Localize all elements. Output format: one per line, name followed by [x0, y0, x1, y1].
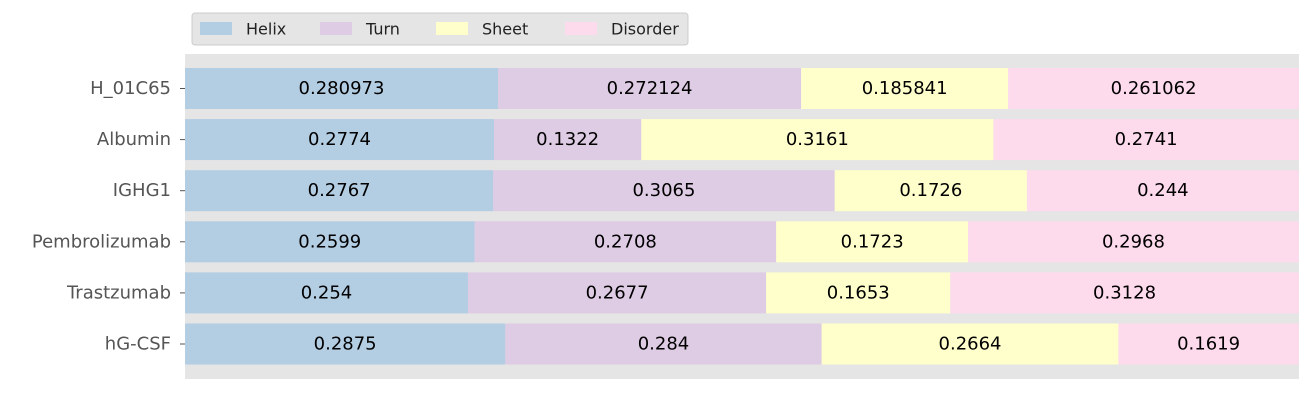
y-tick-label-3: Pembrolizumab: [32, 231, 171, 252]
bar-label-disorder-2: 0.244: [1137, 180, 1189, 201]
legend-label-disorder: Disorder: [611, 20, 679, 39]
bar-segment-turn-4: [467, 272, 767, 314]
bar-label-sheet-5: 0.2664: [939, 334, 1002, 355]
bar-label-sheet-0: 0.185841: [862, 78, 948, 99]
legend-label-helix: Helix: [246, 20, 286, 39]
bar-segment-helix-1: [185, 119, 495, 161]
bar-label-sheet-4: 0.1653: [827, 282, 890, 303]
y-tick-label-0: H_01C65: [90, 78, 171, 99]
bar-label-disorder-1: 0.2741: [1115, 129, 1178, 150]
bar-label-sheet-2: 0.1726: [899, 180, 962, 201]
bar-segment-sheet-0: [801, 68, 1009, 109]
bar-label-sheet-3: 0.1723: [841, 231, 904, 252]
legend-swatch-turn: [320, 22, 352, 35]
bar-label-helix-4: 0.254: [301, 282, 353, 303]
bar-segment-sheet-1: [641, 119, 994, 161]
bar-segment-turn-5: [505, 323, 822, 365]
legend-swatch-helix: [200, 22, 232, 35]
legend-swatch-disorder: [565, 22, 597, 35]
y-tick-label-4: Trastzumab: [66, 282, 171, 303]
bar-label-sheet-1: 0.3161: [786, 129, 849, 150]
legend-label-sheet: Sheet: [482, 20, 528, 39]
bar-label-helix-0: 0.280973: [299, 78, 385, 99]
y-tick-label-1: Albumin: [97, 129, 171, 150]
bar-label-disorder-3: 0.2968: [1102, 231, 1165, 252]
bar-segment-turn-1: [494, 119, 642, 161]
bar-label-turn-1: 0.1322: [536, 129, 599, 150]
legend: Helix Turn Sheet Disorder: [191, 12, 689, 46]
bar-segment-helix-3: [185, 221, 475, 263]
bar-segment-disorder-5: [1118, 323, 1299, 365]
bar-segment-sheet-3: [776, 221, 969, 263]
bar-segment-sheet-2: [834, 170, 1027, 212]
bar-label-disorder-5: 0.1619: [1177, 334, 1240, 355]
bar-segment-helix-4: [185, 272, 468, 314]
bar-label-turn-2: 0.3065: [632, 180, 695, 201]
y-tick-label-5: hG-CSF: [105, 334, 171, 355]
bar-label-helix-5: 0.2875: [314, 334, 377, 355]
bar-segment-turn-2: [493, 170, 835, 212]
y-tick-label-2: IGHG1: [113, 180, 171, 201]
legend-swatch-sheet: [436, 22, 468, 35]
bar-label-helix-3: 0.2599: [298, 231, 361, 252]
bar-segment-helix-0: [185, 68, 499, 109]
bar-label-turn-3: 0.2708: [594, 231, 657, 252]
bars-layer: [185, 68, 1299, 365]
bar-segment-sheet-5: [821, 323, 1119, 365]
bar-label-helix-1: 0.2774: [308, 129, 371, 150]
bar-segment-disorder-0: [1008, 68, 1299, 109]
bar-segment-helix-2: [185, 170, 494, 212]
bar-label-disorder-0: 0.261062: [1111, 78, 1197, 99]
bar-segment-disorder-1: [993, 119, 1299, 161]
bar-segment-disorder-3: [968, 221, 1299, 263]
bar-label-helix-2: 0.2767: [308, 180, 371, 201]
bar-label-turn-0: 0.272124: [607, 78, 693, 99]
bar-segment-turn-0: [498, 68, 802, 109]
bar-segment-turn-3: [474, 221, 777, 263]
bar-label-disorder-4: 0.3128: [1093, 282, 1156, 303]
y-axis: H_01C65 Albumin IGHG1 Pembrolizumab Trastzum…: [32, 78, 185, 355]
legend-label-turn: Turn: [365, 20, 400, 39]
bar-segment-helix-5: [185, 323, 506, 365]
bar-label-turn-4: 0.2677: [586, 282, 649, 303]
bar-segment-disorder-4: [950, 272, 1299, 314]
bar-label-turn-5: 0.284: [638, 334, 690, 355]
bar-labels-layer: 0.280973 0.272124 0.185841 0.261062 0.2774 0.…: [298, 78, 1240, 355]
bar-segment-disorder-2: [1026, 170, 1299, 212]
bar-segment-sheet-4: [766, 272, 951, 314]
